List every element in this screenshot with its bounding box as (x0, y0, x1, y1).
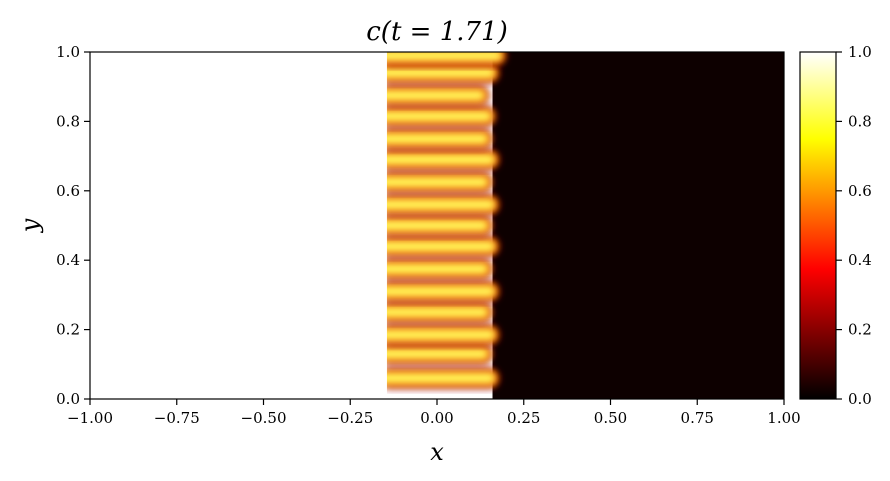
colorbar: 0.0 0.2 0.4 0.6 0.8 1.0 (799, 43, 872, 408)
y-tick-label: 1.0 (56, 43, 80, 61)
x-tick-label: −0.75 (154, 409, 200, 427)
y-axis: 0.0 0.2 0.4 0.6 0.8 1.0 (56, 43, 90, 408)
finger-mark (378, 280, 500, 303)
finger-mark (378, 84, 490, 107)
x-axis: −1.00 −0.75 −0.50 −0.25 0.00 0.25 0.50 0.75 1.00 (67, 399, 801, 427)
colorbar-tick-label: 0.0 (848, 390, 872, 408)
y-tick-label: 0.2 (56, 321, 80, 339)
x-tick-label: −1.00 (67, 409, 113, 427)
x-tick-label: 0.75 (681, 409, 714, 427)
x-tick-label: −0.50 (241, 409, 287, 427)
finger-mark (378, 193, 500, 216)
finger-mark (378, 235, 500, 258)
finger-mark (378, 257, 494, 280)
finger-mark (378, 214, 494, 237)
colorbar-gradient (800, 52, 836, 399)
colorbar-ticks: 0.0 0.2 0.4 0.6 0.8 1.0 (836, 43, 872, 408)
depleted-region (492, 52, 784, 399)
y-tick-label: 0.8 (56, 112, 80, 130)
y-tick-label: 0.0 (56, 390, 80, 408)
x-axis-label: x (430, 438, 444, 466)
x-tick-label: 0.50 (594, 409, 627, 427)
finger-mark (378, 148, 500, 171)
finger-mark (378, 171, 494, 194)
finger-mark (378, 342, 494, 365)
y-tick-label: 0.6 (56, 182, 80, 200)
colorbar-tick-label: 1.0 (848, 43, 872, 61)
y-tick-label: 0.4 (56, 251, 80, 269)
colorbar-tick-label: 0.8 (848, 112, 872, 130)
x-tick-label: −0.25 (327, 409, 373, 427)
heatmap-plot-area (89, 51, 785, 400)
y-axis-label: y (16, 218, 44, 233)
x-tick-label: 0.00 (420, 409, 453, 427)
finger-mark (378, 367, 500, 390)
finger-mark (378, 127, 494, 150)
finger-mark (378, 52, 507, 67)
colorbar-tick-label: 0.4 (848, 251, 872, 269)
chart-title: c(t = 1.71) (366, 17, 508, 47)
finger-mark (378, 61, 500, 84)
colorbar-tick-label: 0.2 (848, 321, 872, 339)
finger-mark (378, 301, 494, 324)
saturated-region (90, 52, 387, 399)
colorbar-frame (799, 51, 837, 400)
finger-mark (378, 323, 500, 346)
x-tick-label: 1.00 (767, 409, 800, 427)
colorbar-tick-label: 0.6 (848, 182, 872, 200)
x-tick-label: 0.25 (507, 409, 540, 427)
finger-mark (378, 105, 497, 128)
